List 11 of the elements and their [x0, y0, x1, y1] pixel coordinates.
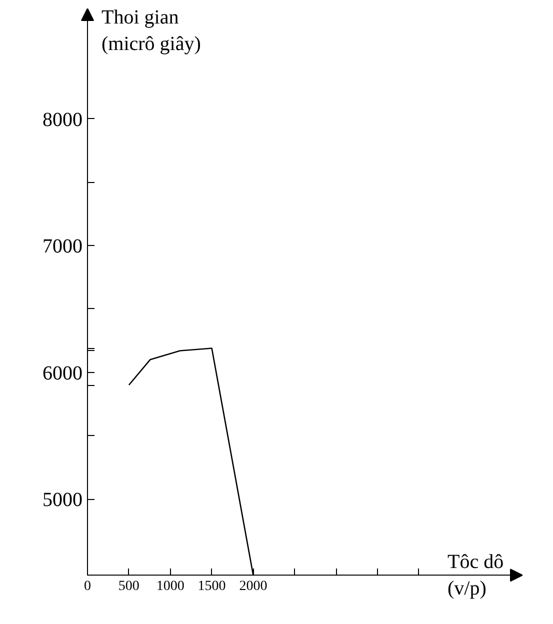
x-tick-label: 500 [118, 579, 140, 594]
y-tick-label: 8000 [42, 108, 82, 131]
y-tick-label: 7000 [42, 236, 82, 258]
x-axis-title: Tôc dô (v/p) [448, 550, 504, 600]
x-tick-label: 2000 [239, 579, 268, 594]
x-tick-label: 1500 [198, 579, 226, 594]
x-tick-label: 1000 [156, 579, 184, 594]
y-axis-title: Thoi gian (micrô giây) [102, 6, 201, 55]
y-tick-label: 6000 [42, 362, 82, 384]
x-tick-label: 0 [84, 579, 91, 594]
y-tick-label: 5000 [42, 489, 82, 512]
